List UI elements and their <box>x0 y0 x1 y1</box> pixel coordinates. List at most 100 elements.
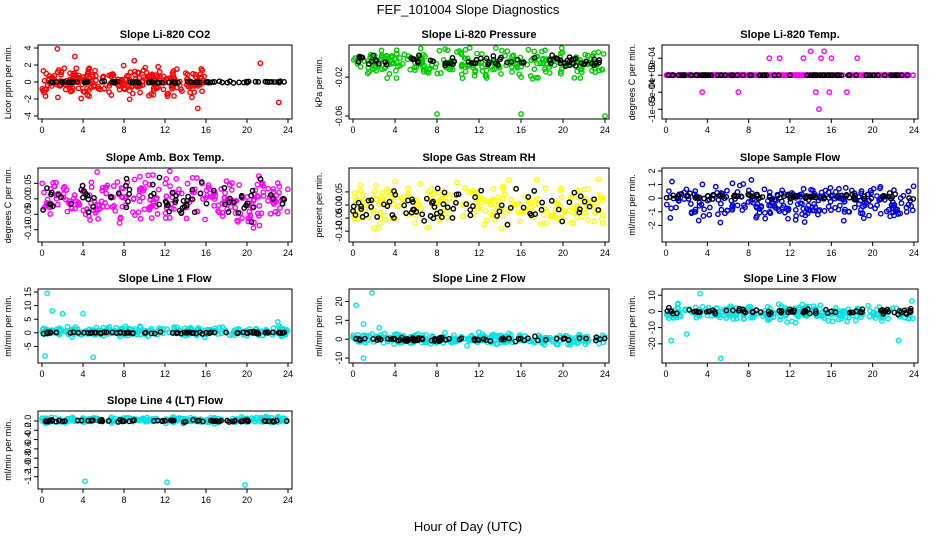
data-point <box>131 212 138 219</box>
data-point <box>205 182 212 188</box>
data-point <box>145 172 152 179</box>
data-point <box>898 200 905 207</box>
x-tick-label: 20 <box>558 248 568 258</box>
series-overlay <box>663 190 917 203</box>
data-point <box>116 86 123 93</box>
data-point <box>581 60 588 67</box>
data-point <box>811 207 817 214</box>
x-tick-label: 24 <box>600 248 610 258</box>
data-point <box>867 203 874 209</box>
y-tick-label: 0 <box>647 309 657 314</box>
data-point <box>884 315 891 322</box>
data-point <box>518 74 525 80</box>
data-point <box>153 72 160 78</box>
panel-title: Slope Line 1 Flow <box>119 273 212 285</box>
data-point <box>88 179 95 186</box>
data-point <box>535 74 541 81</box>
data-point <box>81 188 88 194</box>
data-point <box>67 70 74 77</box>
data-point <box>141 206 148 213</box>
data-point <box>163 176 170 182</box>
data-point <box>435 189 442 196</box>
data-point <box>60 194 67 201</box>
data-point <box>277 205 283 211</box>
data-point <box>68 205 75 212</box>
data-point <box>491 216 498 223</box>
data-point <box>582 51 589 58</box>
data-point <box>267 210 274 217</box>
data-point <box>483 75 490 81</box>
data-point <box>668 337 675 344</box>
data-point <box>80 74 87 81</box>
data-point <box>531 48 538 55</box>
data-point <box>440 207 447 214</box>
chart-panel-1: Slope Li-820 CO2 Licor ppm per min. 0 4 8 12 1… <box>3 29 293 135</box>
data-point <box>64 323 71 330</box>
data-point <box>436 47 443 54</box>
data-point <box>428 199 435 206</box>
data-point <box>358 203 365 210</box>
data-point <box>490 186 497 193</box>
data-point <box>374 214 381 220</box>
chart-panel-9: Slope Line 3 Flow ml/min per min. 0 4 8 12 16 2… <box>627 273 919 379</box>
data-point <box>94 169 101 175</box>
data-point <box>68 200 75 207</box>
data-point <box>271 79 278 85</box>
data-point <box>122 76 129 83</box>
y-axis-label: ml/min per min. <box>3 419 13 481</box>
data-point <box>167 183 173 190</box>
data-point <box>61 65 68 72</box>
data-point <box>800 55 807 62</box>
y-tick-label: 1 <box>647 182 657 187</box>
data-point <box>145 205 152 211</box>
data-point <box>265 185 272 192</box>
data-point <box>724 207 731 214</box>
data-point <box>84 85 91 92</box>
data-point <box>223 178 230 185</box>
data-point <box>903 204 910 211</box>
data-point <box>207 193 213 200</box>
data-point <box>191 209 198 216</box>
data-point <box>48 189 55 196</box>
data-point <box>109 203 116 210</box>
data-point <box>458 63 465 70</box>
data-point <box>219 213 226 220</box>
data-point <box>262 78 269 85</box>
data-point <box>42 93 49 99</box>
data-point <box>840 217 847 224</box>
series-overlay <box>350 185 602 228</box>
data-point <box>794 193 801 199</box>
data-point <box>826 89 833 96</box>
data-point <box>384 75 391 82</box>
data-point <box>211 202 218 209</box>
x-tick-label: 16 <box>516 248 526 258</box>
data-point <box>239 215 245 222</box>
data-point <box>531 188 538 194</box>
data-point <box>527 200 534 207</box>
data-point <box>425 188 432 195</box>
data-point <box>717 219 724 226</box>
x-tick-label: 0 <box>39 125 44 135</box>
data-point <box>358 206 365 212</box>
data-point <box>475 206 482 212</box>
x-tick-label: 20 <box>242 495 252 505</box>
data-point <box>862 202 869 209</box>
data-point <box>203 187 210 194</box>
x-tick-label: 8 <box>746 125 751 135</box>
data-point <box>127 69 134 76</box>
data-point <box>409 196 416 203</box>
data-point <box>762 215 769 222</box>
data-point <box>464 188 471 195</box>
y-tick-label: 20 <box>334 296 344 306</box>
y-axis-label: ml/min per min. <box>314 295 324 357</box>
data-point <box>55 191 62 198</box>
data-point <box>380 212 387 219</box>
data-point <box>87 217 94 224</box>
data-point <box>149 181 156 188</box>
data-point <box>699 72 706 79</box>
data-point <box>557 68 564 75</box>
x-tick-label: 12 <box>474 125 484 135</box>
plot-frame <box>348 44 610 120</box>
data-point <box>740 181 747 187</box>
data-point <box>390 201 397 207</box>
